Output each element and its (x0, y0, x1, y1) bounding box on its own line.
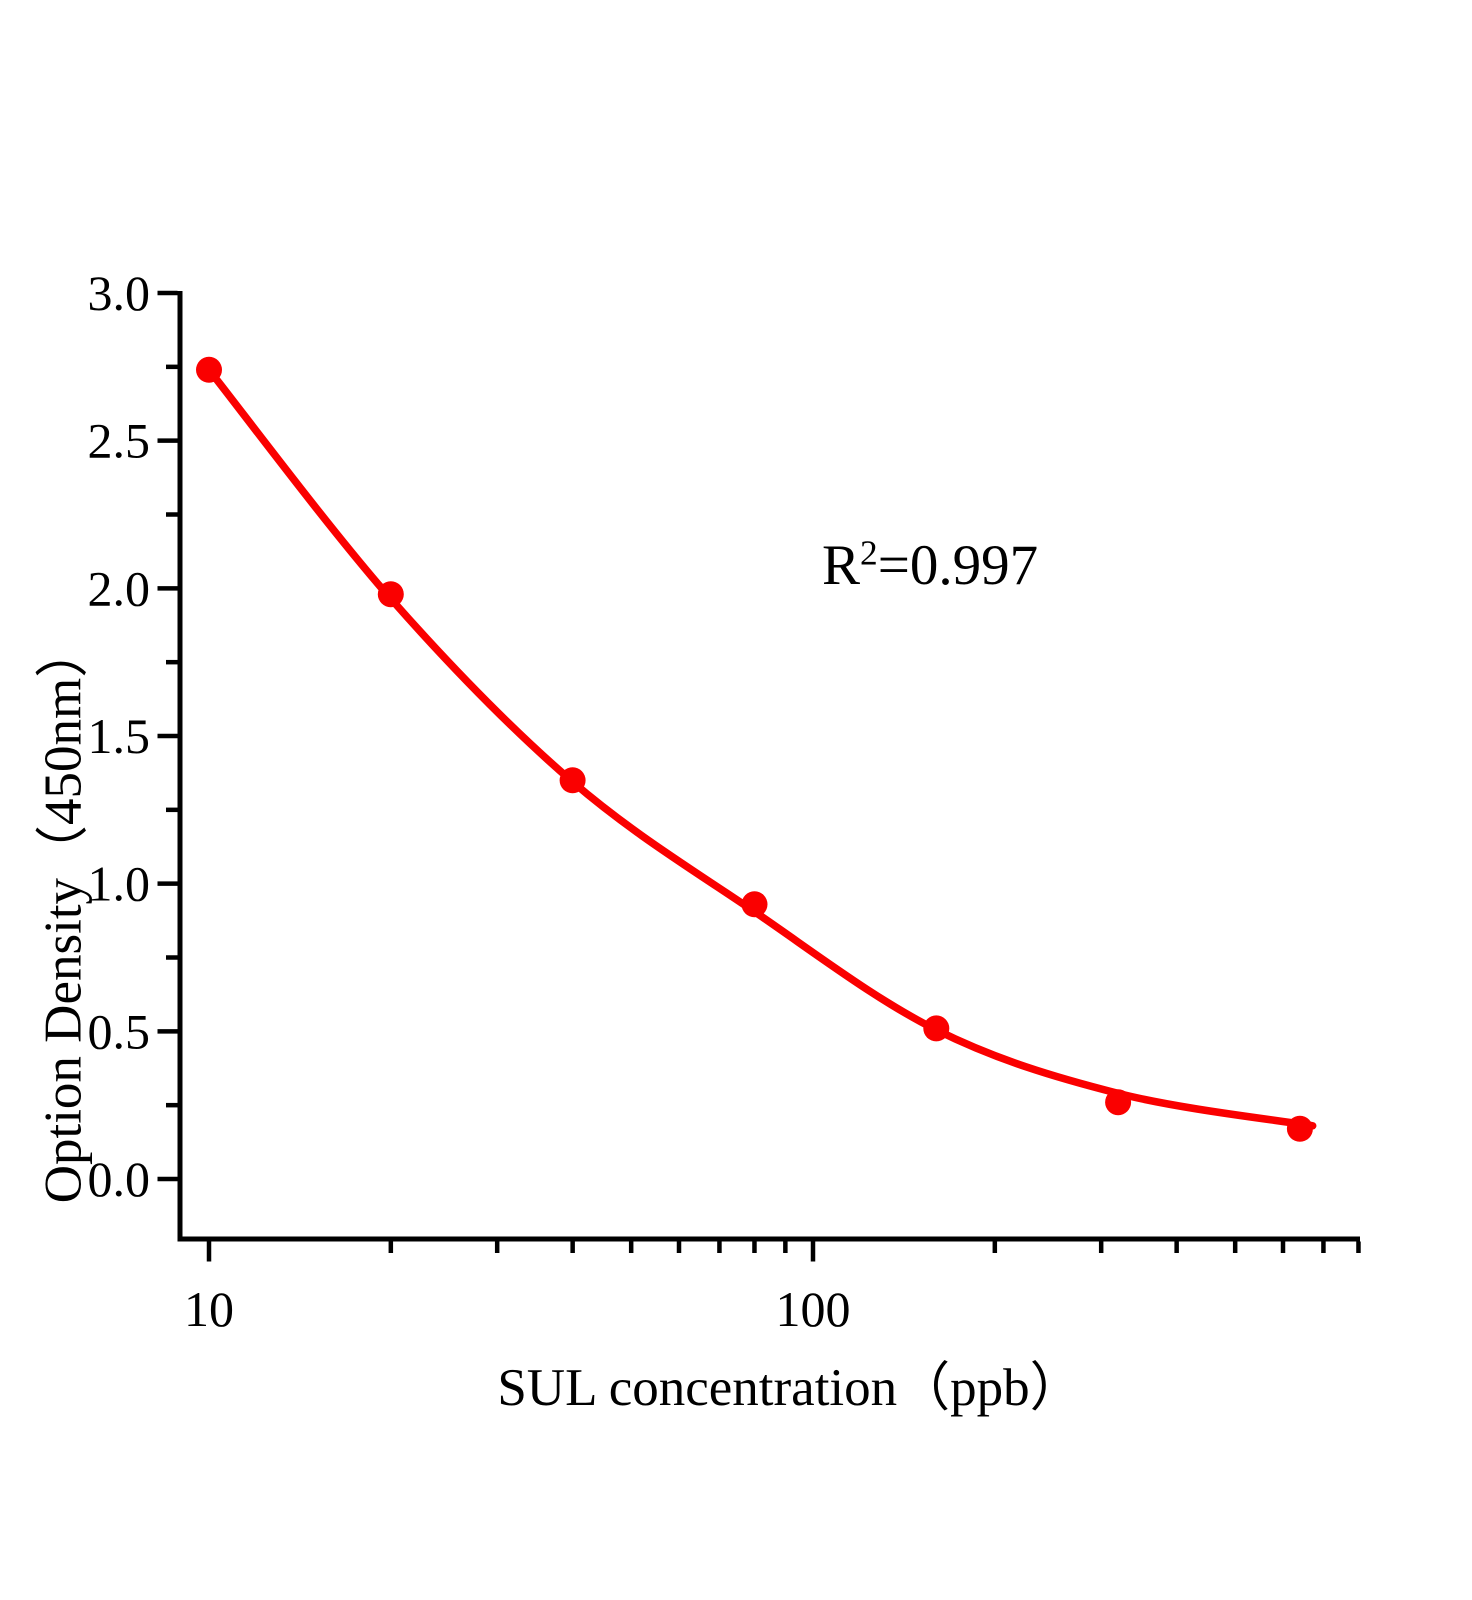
r-squared-exponent: 2 (860, 533, 878, 573)
r-squared-value: =0.997 (877, 534, 1039, 597)
y-tick-label: 2.5 (88, 413, 151, 469)
y-tick-label: 1.5 (88, 708, 151, 764)
data-point (559, 767, 586, 794)
y-axis-title: Option Density（450nm） (34, 624, 93, 1204)
data-point (1286, 1115, 1313, 1142)
r-squared-base: R (822, 534, 861, 597)
fit-curve (205, 366, 1317, 1130)
data-point (377, 581, 404, 608)
y-tick-label: 1.0 (88, 856, 151, 912)
y-tick-label: 0.0 (88, 1151, 151, 1207)
data-point (923, 1015, 950, 1042)
x-axis-title: SUL concentration（ppb） (497, 1359, 1083, 1417)
x-tick-label: 10 (184, 1281, 234, 1337)
data-point (741, 891, 768, 918)
y-tick-label: 2.0 (88, 560, 151, 616)
x-tick-label: 100 (776, 1281, 851, 1337)
data-point (1105, 1089, 1132, 1116)
r-squared-annotation: R2=0.997 (822, 533, 1039, 597)
data-point (196, 356, 222, 383)
axis-spines (177, 291, 1360, 1242)
y-tick-label: 0.5 (88, 1003, 151, 1059)
y-tick-label: 3.0 (88, 265, 151, 321)
